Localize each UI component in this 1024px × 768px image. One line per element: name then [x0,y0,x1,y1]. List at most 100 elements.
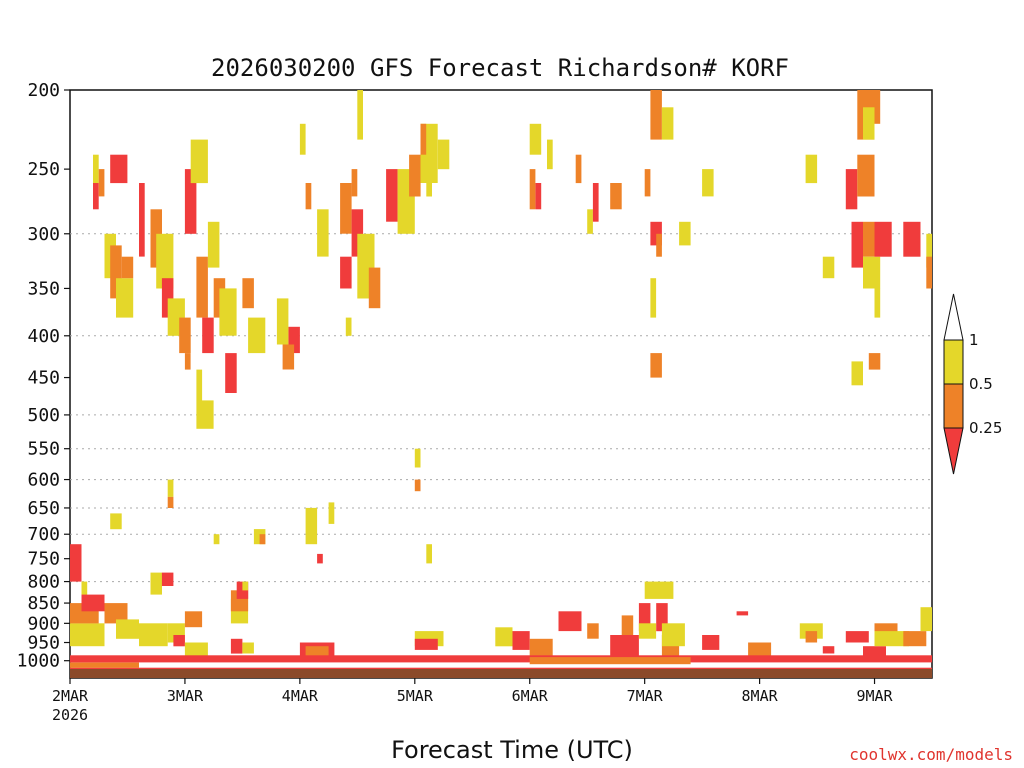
cell-78 [857,154,875,197]
cell-81 [874,90,881,124]
cell-39 [317,209,329,257]
band-6 [139,623,168,647]
y-tick-label-200: 200 [27,80,60,101]
cell-1 [93,183,99,210]
cell-52 [437,139,450,170]
y-tick-label-700: 700 [27,524,60,545]
cell-55 [414,448,421,468]
band-7 [116,619,139,639]
cell-44 [386,169,398,222]
band-35 [661,623,685,647]
band-0 [70,623,105,647]
cell-91 [926,233,932,268]
cell-65 [592,183,599,222]
surface-layer-3 [70,662,139,668]
cell-56 [414,479,421,492]
band-22 [414,638,438,650]
band-25 [529,638,553,658]
cell-87 [868,353,881,370]
y-tick-label-1000: 1000 [17,651,60,672]
cell-58 [345,317,352,336]
band-2 [70,544,82,582]
y-tick-label-900: 900 [27,613,60,634]
cell-84 [863,256,881,289]
cell-33 [276,298,289,345]
band-31 [638,623,657,639]
cell-15 [190,139,208,184]
band-3 [81,581,88,604]
cell-37 [328,502,335,524]
band-46 [822,646,835,654]
cell-41 [351,209,364,257]
cell-20 [219,288,237,336]
x-tick-label-9MAR: 9MAR [856,687,893,705]
cell-2 [98,169,105,197]
x-tick-label-4MAR: 4MAR [282,687,319,705]
cell-31 [259,534,266,545]
cell-76 [805,154,818,184]
band-24 [512,631,530,650]
cell-24 [196,400,214,429]
x-tick-label-3MAR: 3MAR [167,687,204,705]
y-tick-label-250: 250 [27,159,60,180]
cell-82 [851,221,863,268]
cell-34 [282,344,295,370]
band-27 [587,623,599,639]
y-axis-ticks: 200 250 300 350 400 450 500 550 600 650 700 7508008… [17,80,70,672]
band-41 [863,646,886,658]
cell-54 [305,183,312,210]
cell-38 [196,369,203,401]
cell-7 [121,256,134,279]
band-15 [173,635,185,647]
y-tick-label-950: 950 [27,633,60,654]
band-16 [230,638,243,654]
cell-75 [702,169,714,197]
y-tick-label-350: 350 [27,278,60,299]
x-axis-label: Forecast Time (UTC) [391,736,633,764]
band-28 [610,635,639,658]
x-tick-label-7MAR: 7MAR [627,687,664,705]
band-47 [736,611,749,616]
band-45 [920,607,932,632]
cell-64 [587,209,593,234]
cell-53 [299,123,306,155]
cell-40 [340,183,352,234]
cell-25 [184,353,191,370]
cell-74 [650,353,662,378]
cell-72 [679,221,691,246]
band-44 [903,631,927,647]
cell-35 [305,507,318,545]
cell-83 [863,221,875,257]
band-40 [845,631,869,643]
colorbar-bin-orange [943,383,964,429]
cell-93 [426,154,432,197]
chart-title: 2026030200 GFS Forecast Richardson# KORF [211,54,789,82]
cell-5 [110,245,122,299]
y-tick-label-650: 650 [27,498,60,519]
band-4 [81,594,105,612]
cell-94 [242,581,249,591]
cell-61 [535,183,542,210]
band-19 [242,642,254,654]
band-11 [184,611,203,628]
band-17 [184,642,208,658]
y-tick-label-500: 500 [27,405,60,426]
cell-59 [529,123,542,155]
band-29 [621,615,634,635]
cell-90 [903,221,921,257]
cell-73 [650,278,657,318]
cell-85 [874,221,892,257]
cell-80 [863,107,875,140]
cell-50 [357,90,363,140]
cell-18 [207,221,220,268]
cell-27 [167,496,174,508]
cell-11 [161,278,174,318]
surface-layer-2 [529,657,691,665]
cell-88 [851,361,863,386]
band-42 [874,623,898,635]
y-tick-label-400: 400 [27,326,60,347]
cell-60 [529,169,536,210]
cell-66 [610,183,622,210]
cell-69 [661,107,674,140]
